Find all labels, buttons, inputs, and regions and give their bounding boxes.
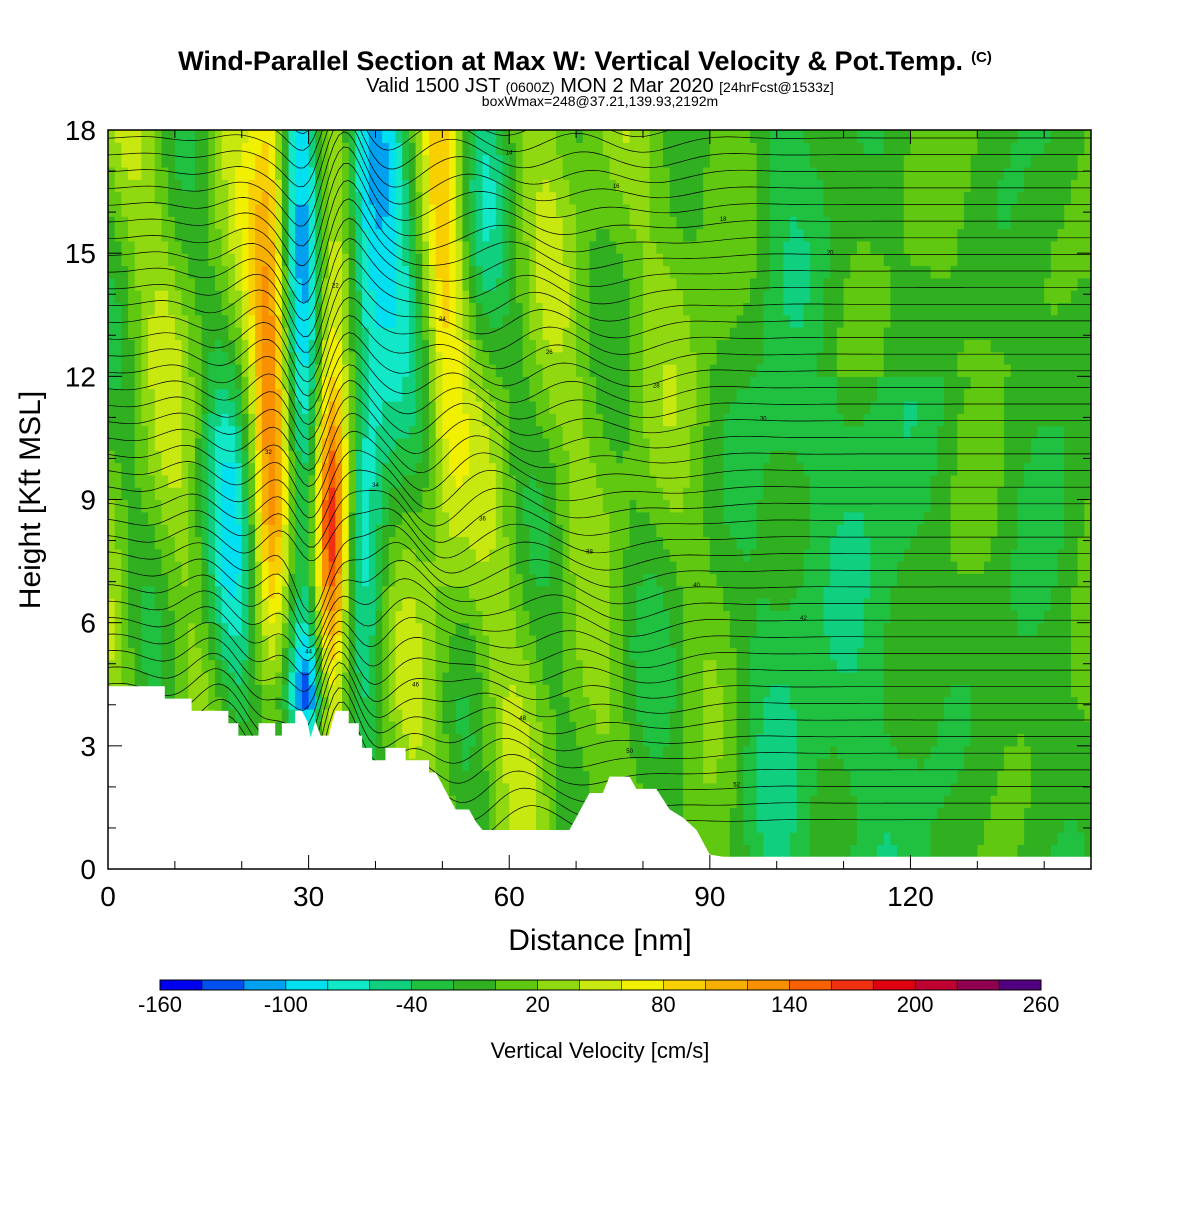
colorbar-tick-label: 20 bbox=[525, 992, 549, 1017]
colorbar-swatch bbox=[538, 980, 580, 990]
isentrope-label: 20 bbox=[825, 249, 835, 256]
isentrope-label: 32 bbox=[264, 448, 274, 456]
colorbar-swatch bbox=[831, 980, 873, 990]
isentrope-label: 26 bbox=[544, 349, 554, 357]
colorbar-swatch bbox=[202, 980, 244, 990]
isentrope-label: 34 bbox=[371, 482, 381, 490]
isentrope-label: 50 bbox=[625, 748, 635, 756]
colorbar-swatch bbox=[915, 980, 957, 990]
isentrope-label: 52 bbox=[732, 781, 742, 789]
colorbar-tick-label: 140 bbox=[771, 992, 808, 1017]
x-tick-label: 30 bbox=[293, 881, 324, 912]
isentrope-label: 22 bbox=[330, 282, 340, 290]
chart-title: Wind-Parallel Section at Max W: Vertical… bbox=[178, 46, 992, 76]
colorbar-tick-label: 260 bbox=[1023, 992, 1060, 1017]
isentrope-label: 36 bbox=[478, 515, 488, 523]
chart-subtitle-boxwmax: boxWmax=248@37.21,139.93,2192m bbox=[482, 93, 718, 109]
y-tick-label: 6 bbox=[80, 608, 96, 639]
colorbar-swatch bbox=[957, 980, 999, 990]
colorbar-swatch bbox=[999, 980, 1041, 990]
x-tick-label: 0 bbox=[100, 881, 116, 912]
colorbar-swatch bbox=[454, 980, 496, 990]
colorbar-swatch bbox=[160, 980, 202, 990]
y-tick-label: 9 bbox=[80, 485, 96, 516]
x-axis-label: Distance [nm] bbox=[508, 924, 691, 957]
x-tick-label: 60 bbox=[494, 881, 525, 912]
colorbar-swatch bbox=[621, 980, 663, 990]
y-tick-label: 0 bbox=[80, 854, 96, 885]
colorbar-tick-label: -160 bbox=[138, 992, 182, 1017]
y-tick-label: 3 bbox=[80, 731, 96, 762]
colorbar-swatch bbox=[370, 980, 412, 990]
plot-area: 3452504846444240383634323028262422201816… bbox=[65, 67, 1092, 912]
isentrope-label: 16 bbox=[611, 182, 621, 190]
copyright-mark: (C) bbox=[971, 49, 992, 66]
y-tick-label: 18 bbox=[65, 115, 96, 146]
colorbar-label: Vertical Velocity [cm/s] bbox=[491, 1038, 710, 1063]
isentrope-label: 24 bbox=[437, 315, 447, 323]
colorbar-swatch bbox=[412, 980, 454, 990]
y-axis-label: Height [Kft MSL] bbox=[14, 391, 47, 609]
isentrope-label: 14 bbox=[504, 149, 514, 157]
isentrope-label: 40 bbox=[692, 581, 702, 589]
colorbar-swatch bbox=[328, 980, 370, 990]
colorbar-swatch bbox=[244, 980, 286, 990]
isentrope-label: 42 bbox=[799, 615, 809, 623]
isentrope-label: 12 bbox=[397, 116, 407, 124]
colorbar-swatch bbox=[789, 980, 831, 990]
colorbar-swatch bbox=[286, 980, 328, 990]
isentrope-label: 44 bbox=[304, 648, 314, 656]
colorbar-swatch bbox=[663, 980, 705, 990]
isentrope-label: 46 bbox=[411, 681, 421, 689]
isentrope-label: 18 bbox=[718, 216, 728, 224]
colorbar-tick-label: -100 bbox=[264, 992, 308, 1017]
colorbar-tick-label: -40 bbox=[396, 992, 428, 1017]
colorbar-swatch bbox=[747, 980, 789, 990]
colorbar-swatch bbox=[705, 980, 747, 990]
x-tick-label: 120 bbox=[887, 881, 934, 912]
isentrope-label: 48 bbox=[518, 714, 528, 722]
colorbar: -160 -100 -40 20 80 140 200 260 bbox=[138, 980, 1059, 1017]
colorbar-swatch bbox=[496, 980, 538, 990]
y-tick-label: 12 bbox=[65, 361, 96, 392]
colorbar-swatch bbox=[873, 980, 915, 990]
y-tick-label: 15 bbox=[65, 238, 96, 269]
x-tick-label: 90 bbox=[694, 881, 725, 912]
isentrope-label: 30 bbox=[758, 415, 768, 423]
colorbar-swatch bbox=[580, 980, 622, 990]
colorbar-tick-label: 200 bbox=[897, 992, 934, 1017]
colorbar-tick-label: 80 bbox=[651, 992, 675, 1017]
